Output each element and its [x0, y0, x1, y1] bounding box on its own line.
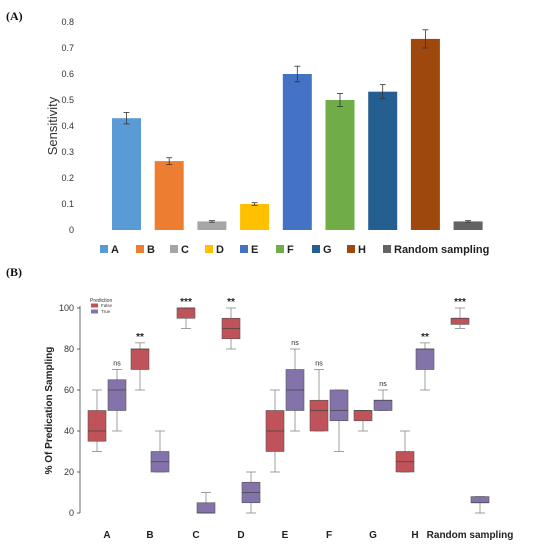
x-category-label: C: [192, 530, 199, 541]
legend-label: G: [323, 244, 332, 256]
bar-d: [240, 204, 270, 230]
y-tick-label: 0.2: [61, 173, 74, 183]
y-tick-label: 40: [64, 426, 74, 436]
panel-a-label: (A): [6, 9, 23, 23]
legend-swatch: [347, 245, 355, 253]
box-false-g: [353, 410, 373, 422]
box-true-random-sampling: [470, 496, 490, 504]
box-true-a: [107, 379, 127, 411]
significance-label: ns: [113, 361, 121, 368]
legend-label: C: [181, 244, 189, 256]
y-tick-label: 0.1: [61, 199, 74, 209]
y-tick-label: 20: [64, 467, 74, 477]
prediction-box-plot: 0 20 40 60 80 100 % Of Predication Sampling ns *…: [44, 297, 513, 541]
significance-label: **: [227, 297, 235, 308]
legend-label: H: [358, 244, 366, 256]
significance-label: **: [421, 332, 429, 343]
significance-label: ***: [180, 297, 192, 308]
box-false-c: [176, 307, 196, 319]
legend-swatch: [136, 245, 144, 253]
x-category-label: D: [237, 530, 244, 541]
x-category-label: H: [411, 530, 418, 541]
legend-swatch: [312, 245, 320, 253]
box-true-h: [415, 348, 435, 370]
legend-swatch: [170, 245, 178, 253]
y-axis-title: Sensitivity: [45, 96, 60, 155]
legend-title: Prediction: [90, 298, 112, 304]
legend-label: D: [216, 244, 224, 256]
legend-swatch: [91, 303, 98, 308]
legend-label: E: [251, 244, 258, 256]
bar-b: [154, 161, 184, 230]
y-tick-label: 0.4: [61, 121, 74, 131]
significance-label: ns: [315, 361, 323, 368]
bar-e: [282, 74, 312, 230]
y-tick-label: 0.6: [61, 69, 74, 79]
y-tick-label: 0: [69, 508, 74, 518]
legend-swatch: [91, 309, 98, 314]
panel-b-label: (B): [6, 265, 22, 279]
bar-c: [197, 221, 227, 230]
legend-label: False: [101, 303, 113, 308]
y-tick-label: 0: [69, 225, 74, 235]
significance-label: **: [136, 332, 144, 343]
box-false-random-sampling: [450, 317, 470, 325]
x-category-label: E: [282, 530, 289, 541]
bar-f: [325, 100, 355, 230]
y-tick-label: 100: [59, 303, 74, 313]
y-tick-label: 60: [64, 385, 74, 395]
x-category-label: G: [369, 530, 377, 541]
y-tick-label: 0.3: [61, 147, 74, 157]
legend-swatch: [276, 245, 284, 253]
legend-swatch: [100, 245, 108, 253]
legend-label: B: [147, 244, 155, 256]
box-true-f: [329, 389, 349, 422]
significance-label: ns: [291, 340, 299, 347]
y-axis-title: % Of Predication Sampling: [44, 347, 55, 475]
y-tick-label: 0.8: [61, 17, 74, 27]
significance-label: ns: [379, 381, 387, 388]
box-true-c: [196, 502, 216, 514]
significance-label: ***: [454, 297, 466, 308]
box-false-a: [87, 410, 107, 442]
x-category-label: F: [326, 530, 332, 541]
x-category-label: B: [146, 530, 153, 541]
legend-label: True: [101, 309, 111, 314]
x-category-label: Random sampling: [427, 530, 514, 541]
bar-random-sampling: [453, 221, 483, 230]
box-false-b: [130, 348, 150, 370]
legend-swatch: [205, 245, 213, 253]
y-tick-label: 80: [64, 344, 74, 354]
x-category-label: A: [103, 530, 110, 541]
y-tick-label: 0.5: [61, 95, 74, 105]
legend-label: Random sampling: [394, 244, 489, 256]
legend-swatch: [240, 245, 248, 253]
box-true-g: [373, 399, 393, 411]
sensitivity-bar-chart: 0 0.1 0.2 0.3 0.4 0.5 0.6 0.7 0.8 Sensitivity A B C D…: [45, 17, 489, 256]
box-false-f: [309, 399, 329, 432]
legend-swatch: [383, 245, 391, 253]
bar-h: [410, 38, 440, 231]
bar-a: [112, 118, 141, 230]
legend-label: A: [111, 244, 119, 256]
bar-g: [368, 91, 398, 231]
y-tick-label: 0.7: [61, 43, 74, 53]
legend-label: F: [287, 244, 294, 256]
